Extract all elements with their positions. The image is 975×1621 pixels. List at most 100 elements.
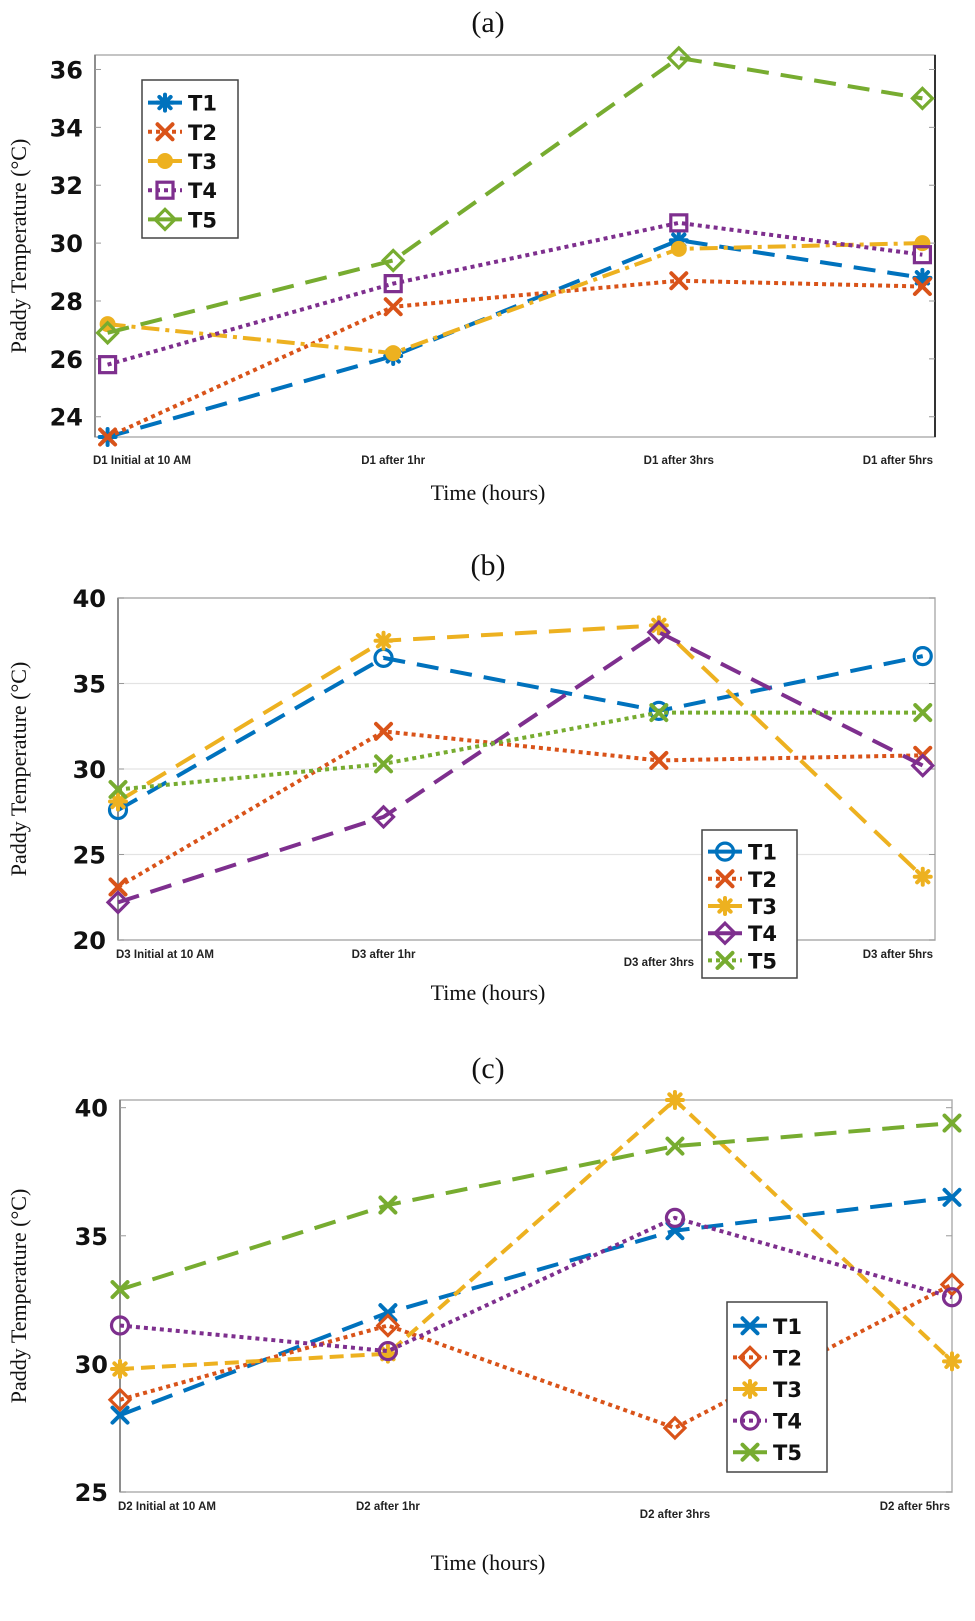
y-tick-label: 26 — [50, 346, 83, 374]
x-tick-label: D2 after 5hrs — [880, 1501, 950, 1513]
data-point-t5 — [378, 1195, 398, 1215]
legend-label: T5 — [188, 208, 217, 232]
legend: T1 T2 T3 T4 T5 — [726, 1301, 828, 1473]
data-point-t2 — [108, 877, 128, 897]
legend: T1 T2 T3 T4 T5 — [141, 79, 239, 239]
legend-item-t1: T1 — [148, 92, 217, 116]
legend-item-t3: T3 — [708, 895, 777, 919]
data-point-t5 — [666, 45, 692, 71]
series-t1 — [97, 230, 933, 447]
legend-label: T1 — [748, 841, 777, 865]
data-point-t4 — [669, 213, 689, 233]
legend-marker-t1 — [714, 841, 736, 862]
series-line-t1 — [117, 654, 924, 812]
x-tick-label: D2 after 3hrs — [640, 1509, 710, 1521]
legend-label: T4 — [748, 922, 777, 946]
legend-label: T5 — [773, 1441, 802, 1465]
data-point-t3 — [648, 615, 669, 636]
legend-item-t4: T4 — [148, 179, 217, 203]
data-point-t5 — [910, 86, 935, 111]
data-point-t1 — [912, 646, 933, 667]
y-tick-label: 25 — [73, 842, 106, 870]
data-point-t3 — [914, 235, 931, 252]
legend: T1 T2 T3 T4 T5 — [701, 829, 798, 979]
legend-marker-t5 — [740, 1442, 760, 1462]
data-point-t2 — [912, 277, 932, 297]
y-tick-label: 32 — [50, 172, 83, 200]
data-point-t4 — [941, 1287, 963, 1308]
chart-a-svg: (a) 24 26 28 30 32 34 36 D1 Initial at 10 AM D1 a… — [6, 6, 936, 505]
legend-item-t1: T1 — [708, 841, 777, 865]
series-t4 — [109, 1207, 963, 1362]
legend-marker-t1 — [155, 92, 175, 113]
legend-marker-t3 — [715, 896, 735, 916]
data-point-t3 — [110, 1359, 130, 1380]
x-tick-label: D3 after 1hr — [352, 949, 416, 961]
x-tick-label: D3 Initial at 10 AM — [116, 949, 214, 961]
legend-marker-t2 — [715, 869, 735, 889]
series-t2 — [98, 271, 932, 447]
y-tick-label: 30 — [73, 756, 106, 784]
series-t4 — [105, 619, 936, 915]
data-point-t2 — [107, 1387, 133, 1413]
y-tick-label: 36 — [50, 56, 83, 84]
x-axis-title: Time (hours) — [431, 980, 546, 1005]
legend-label: T2 — [773, 1346, 802, 1370]
legend-label: T2 — [748, 868, 777, 892]
x-tick-label: D2 Initial at 10 AM — [118, 1501, 216, 1513]
data-point-t5 — [374, 754, 394, 774]
legend-item-t5: T5 — [148, 207, 217, 232]
series-t4 — [97, 213, 933, 375]
chart-panel-b: (b) 20 25 30 35 40 D3 Initial at 10 AM D3 after… — [0, 530, 975, 1030]
legend-item-t5: T5 — [733, 1441, 802, 1465]
x-tick-label: D1 after 5hrs — [863, 455, 933, 467]
series-t3 — [99, 235, 931, 362]
data-point-t4 — [910, 753, 936, 778]
x-tick-label: D1 after 1hr — [361, 455, 425, 467]
legend-marker-t1 — [740, 1316, 760, 1336]
legend-label: T5 — [748, 949, 777, 973]
x-axis-title: Time (hours) — [431, 1550, 546, 1575]
x-tick-label: D2 after 1hr — [356, 1501, 420, 1513]
series-line-t1 — [107, 238, 923, 439]
data-point-t3 — [942, 1351, 962, 1372]
y-tick-label: 34 — [50, 114, 83, 142]
series-t5 — [95, 45, 935, 346]
legend-label: T4 — [773, 1410, 802, 1434]
legend-item-t3: T3 — [733, 1378, 802, 1402]
data-point-t4 — [105, 890, 131, 915]
data-point-t5 — [942, 1113, 962, 1133]
data-point-t3 — [373, 630, 394, 651]
series-t3 — [108, 615, 933, 887]
data-point-t3 — [108, 791, 128, 812]
legend-label: T1 — [773, 1315, 802, 1339]
data-point-t4 — [371, 804, 396, 830]
legend-marker-t4 — [739, 1410, 761, 1431]
legend-label: T2 — [188, 121, 217, 145]
legend-label: T3 — [773, 1378, 802, 1402]
data-point-t5 — [95, 320, 120, 346]
legend-item-t2: T2 — [148, 121, 217, 145]
data-point-t2 — [662, 1415, 688, 1441]
x-tick-label: D1 Initial at 10 AM — [93, 455, 191, 467]
chart-b-svg: (b) 20 25 30 35 40 D3 Initial at 10 AM D3 after… — [6, 549, 936, 1005]
data-point-t2 — [374, 721, 394, 741]
data-point-t2 — [939, 1272, 965, 1297]
legend-item-t4: T4 — [708, 920, 777, 946]
legend-marker-t5 — [152, 207, 178, 232]
data-point-t4 — [646, 619, 672, 645]
data-point-t5 — [108, 780, 128, 800]
legend-marker-t5 — [715, 950, 735, 970]
legend-label: T3 — [748, 895, 777, 919]
data-point-t5 — [110, 1280, 130, 1300]
data-point-t2 — [383, 297, 403, 317]
data-point-t4 — [377, 1340, 399, 1362]
series-t1 — [107, 646, 933, 821]
data-point-t2 — [669, 271, 689, 291]
legend-item-t1: T1 — [733, 1315, 802, 1339]
data-point-t1 — [110, 1405, 130, 1425]
y-axis-title: Paddy Temperature (°C) — [6, 139, 31, 354]
y-axis-title: Paddy Temperature (°C) — [6, 662, 31, 877]
series-line-t5 — [107, 55, 923, 335]
y-tick-label: 35 — [73, 671, 106, 699]
